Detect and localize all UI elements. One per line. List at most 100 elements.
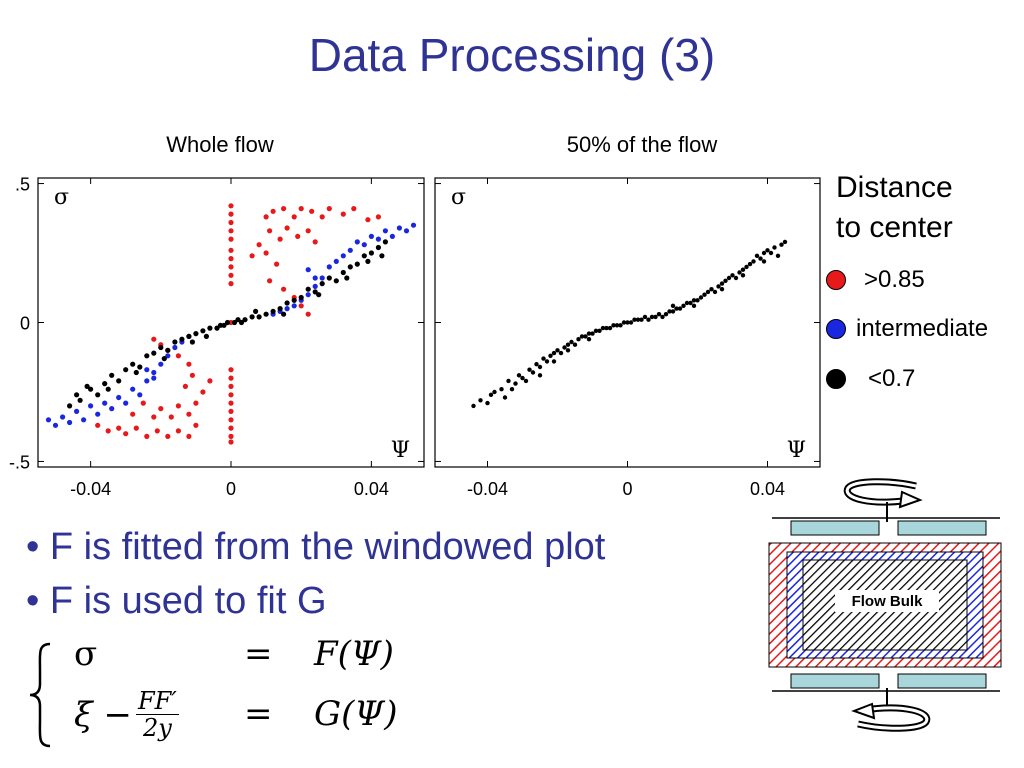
x-axis-label: Ψ bbox=[787, 438, 806, 463]
scatter-point bbox=[607, 325, 613, 331]
scatter-point bbox=[270, 308, 276, 314]
scatter-point bbox=[281, 286, 287, 292]
scatter-point bbox=[182, 383, 188, 389]
chart-whole-flow: -0.04 0 0.04 .5 0 -.5 σ Ψ bbox=[9, 175, 425, 499]
scatter-point bbox=[705, 289, 711, 295]
scatter-point bbox=[186, 433, 192, 439]
scatter-point bbox=[639, 317, 644, 322]
scatter-point bbox=[95, 392, 101, 398]
scatter-point bbox=[611, 323, 616, 328]
scatter-point bbox=[256, 242, 262, 248]
scatter-point bbox=[291, 297, 297, 303]
scatter-point bbox=[231, 319, 238, 326]
scatter-point bbox=[193, 422, 199, 428]
eq-frac-den: 2y bbox=[143, 714, 172, 742]
scatter-point bbox=[646, 317, 651, 322]
scatter-point bbox=[270, 208, 276, 214]
scatter-point bbox=[228, 417, 234, 423]
eq-row1-equals: = bbox=[244, 634, 273, 674]
scatter-point bbox=[203, 333, 209, 339]
scatter-point bbox=[172, 339, 178, 345]
scatter-point bbox=[740, 273, 746, 278]
scatter-point bbox=[109, 372, 115, 378]
scatter-point bbox=[670, 303, 676, 308]
eq-frac-num: FF′ bbox=[136, 687, 179, 715]
scatter-point bbox=[684, 300, 690, 306]
scatter-point bbox=[281, 311, 287, 317]
rotation-arrow-bottom-icon bbox=[851, 702, 931, 732]
scatter-point bbox=[558, 350, 564, 356]
scatter-point bbox=[116, 378, 122, 384]
scatter-point bbox=[688, 300, 693, 306]
scatter-point bbox=[365, 217, 371, 223]
scatter-point bbox=[702, 292, 707, 297]
scatter-point bbox=[541, 356, 546, 361]
bottom-bearing-left bbox=[790, 673, 880, 689]
y-tick-label: -.5 bbox=[9, 452, 30, 472]
scatter-point bbox=[319, 214, 325, 220]
scatter-point bbox=[263, 214, 269, 220]
flow-bulk-label-bg bbox=[835, 590, 939, 612]
scatter-point bbox=[291, 214, 297, 220]
scatter-point bbox=[81, 417, 87, 423]
scatter-point bbox=[319, 281, 325, 287]
scatter-point bbox=[544, 359, 550, 364]
scatter-point bbox=[344, 275, 350, 281]
scatter-point bbox=[151, 369, 157, 376]
scatter-point bbox=[284, 306, 290, 312]
eq-row1-rhs: F(Ψ) bbox=[314, 634, 394, 674]
top-bearing-left bbox=[790, 520, 880, 536]
scatter-point bbox=[621, 320, 627, 325]
scatter-point bbox=[214, 325, 220, 331]
scatter-point bbox=[586, 331, 592, 336]
scatter-point bbox=[228, 367, 234, 373]
scatter-point bbox=[186, 411, 192, 417]
scatter-point bbox=[569, 339, 574, 345]
legend-dot-black bbox=[826, 369, 846, 389]
scatter-point bbox=[228, 439, 234, 445]
scatter-point bbox=[168, 414, 174, 420]
x-tick-label: -0.04 bbox=[70, 479, 111, 499]
scatter-point bbox=[319, 275, 325, 281]
scatter-point bbox=[635, 317, 641, 322]
scatter-point bbox=[485, 400, 490, 406]
scatter-point bbox=[674, 306, 679, 311]
scatter-point bbox=[144, 378, 150, 384]
scatter-point bbox=[583, 334, 588, 339]
scatter-point bbox=[95, 422, 101, 428]
scatter-point bbox=[551, 350, 557, 356]
scatter-point bbox=[151, 350, 157, 356]
scatter-point bbox=[102, 381, 108, 387]
chart-half-flow: -0.04 0 0.04 σ Ψ bbox=[434, 177, 821, 499]
scatter-point bbox=[681, 303, 686, 308]
scatter-point bbox=[165, 353, 171, 359]
scatter-point bbox=[698, 295, 704, 300]
scatter-point bbox=[562, 345, 567, 350]
scatter-point bbox=[256, 314, 262, 320]
scatter-point bbox=[193, 400, 199, 406]
scatter-point bbox=[375, 244, 381, 251]
scatter-point bbox=[144, 353, 150, 359]
top-bearing-right bbox=[897, 520, 987, 536]
scatter-point bbox=[207, 378, 213, 384]
scatter-point bbox=[551, 359, 557, 364]
scatter-point bbox=[284, 300, 290, 306]
bullet-item: • F is fitted from the windowed plot bbox=[26, 526, 606, 568]
bullet-list: • F is fitted from the windowed plot • F… bbox=[26, 520, 605, 628]
y-axis-label: σ bbox=[451, 185, 466, 210]
scatter-point bbox=[625, 320, 630, 325]
scatter-point bbox=[228, 375, 234, 381]
x-tick-label: 0.04 bbox=[750, 479, 785, 499]
scatter-point bbox=[305, 228, 311, 234]
scatter-point bbox=[305, 292, 311, 298]
scatter-point bbox=[712, 289, 718, 295]
legend-title: Distance to center bbox=[836, 168, 953, 248]
scatter-point bbox=[499, 387, 504, 392]
scatter-point bbox=[228, 228, 234, 234]
scatter-point bbox=[726, 275, 732, 281]
scatter-point bbox=[618, 323, 623, 328]
scatter-point bbox=[716, 284, 721, 289]
legend-label-outer: >0.85 bbox=[864, 266, 925, 293]
scatter-point bbox=[516, 373, 522, 378]
scatter-point bbox=[691, 303, 697, 308]
